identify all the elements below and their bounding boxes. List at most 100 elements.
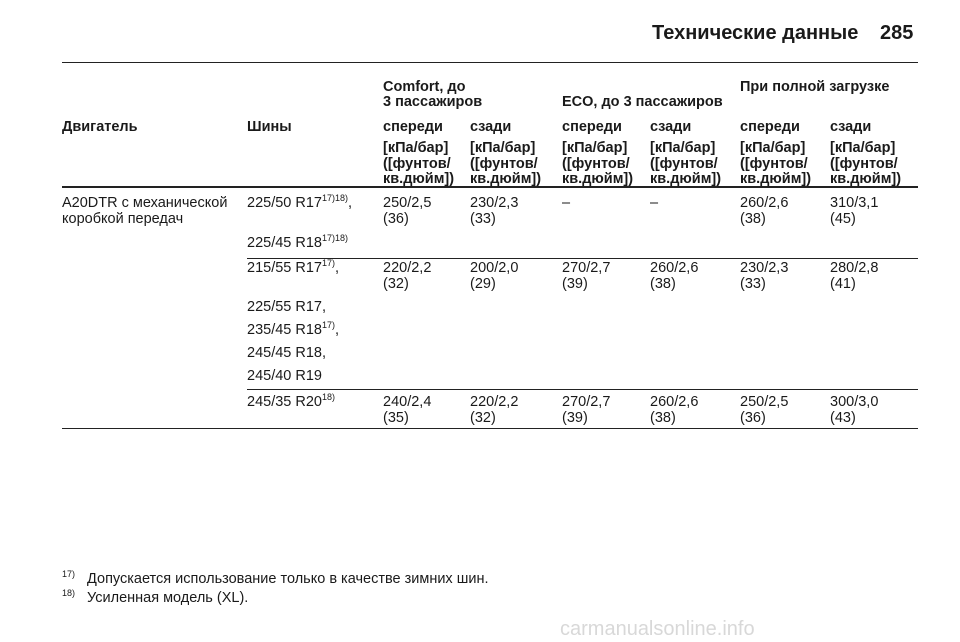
footnote-text: Допускается использование только в качес… <box>87 571 489 587</box>
pressure-value: – <box>650 195 659 211</box>
rule <box>247 389 918 390</box>
rule <box>62 428 918 429</box>
pressure-psi: (38) <box>650 276 676 292</box>
unit-label: кв.дюйм]) <box>830 171 902 187</box>
unit-label: ([фунтов/ <box>383 155 451 172</box>
page-number: 285 <box>880 22 914 44</box>
pressure-psi: (39) <box>562 410 588 426</box>
tire-size: 225/50 R1717)18), <box>247 193 353 212</box>
group-header: 3 пассажиров <box>383 94 483 110</box>
unit-label: [кПа/бар] <box>383 140 449 156</box>
page-title: Технические данные <box>652 22 859 44</box>
pressure-value: 250/2,5 <box>740 394 789 410</box>
pressure-value: 220/2,2 <box>383 260 432 276</box>
pressure-psi: (32) <box>383 276 409 292</box>
footnote-mark: 18) <box>62 588 76 598</box>
footnote-ref: 18) <box>321 392 335 402</box>
unit-label: [кПа/бар] <box>650 140 716 156</box>
unit-label: кв.дюйм]) <box>470 171 542 187</box>
rule <box>247 258 918 259</box>
pressure-value: 240/2,4 <box>383 394 432 410</box>
group-header: ECO, до 3 пассажиров <box>562 94 723 110</box>
footnote-mark: 17) <box>62 569 76 579</box>
unit-label: [кПа/бар] <box>830 140 896 156</box>
pressure-psi: (33) <box>740 276 766 292</box>
pressure-psi: (29) <box>470 276 496 292</box>
tire-size: 245/45 R18, <box>247 345 326 361</box>
tire-text: 225/55 R17, <box>247 299 327 315</box>
pressure-psi: (36) <box>740 410 766 426</box>
footnote-text: Усиленная модель (XL). <box>87 590 249 606</box>
footnote-ref: 17) <box>321 258 335 268</box>
engine: коробкой передач <box>62 211 184 227</box>
unit-label: ([фунтов/ <box>830 155 898 172</box>
tire-size: 225/55 R17, <box>247 299 326 315</box>
pressure-value: – <box>562 195 571 211</box>
unit-label: [кПа/бар] <box>562 140 628 156</box>
column-header: сзади <box>830 119 872 135</box>
rule <box>62 62 918 63</box>
pressure-psi: (35) <box>383 410 409 426</box>
footnote-ref: 17) <box>321 320 335 330</box>
pressure-psi: (38) <box>740 211 766 227</box>
tire-size: 235/45 R1817), <box>247 320 339 339</box>
pressure-psi: (38) <box>650 410 676 426</box>
pressure-psi: (33) <box>470 211 496 227</box>
tire-text: 215/55 R17 <box>247 260 322 276</box>
unit-label: кв.дюйм]) <box>650 171 722 187</box>
footnote: 18) Усиленная модель (XL). <box>62 588 249 607</box>
unit-label: ([фунтов/ <box>740 155 808 172</box>
column-header: сзади <box>650 119 692 135</box>
column-header: Двигатель <box>62 119 138 135</box>
footnote-ref: 17)18) <box>321 233 348 243</box>
unit-label: кв.дюйм]) <box>383 171 455 187</box>
unit-label: ([фунтов/ <box>562 155 630 172</box>
column-header: сзади <box>470 119 512 135</box>
pressure-psi: (39) <box>562 276 588 292</box>
tire-text: 245/35 R20 <box>247 394 322 410</box>
pressure-value: 260/2,6 <box>650 260 699 276</box>
pressure-psi: (32) <box>470 410 496 426</box>
pressure-psi: (43) <box>830 410 856 426</box>
pressure-psi: (41) <box>830 276 856 292</box>
column-header: Шины <box>247 119 292 135</box>
pressure-value: 280/2,8 <box>830 260 879 276</box>
pressure-psi: (36) <box>383 211 409 227</box>
tire-text: 235/45 R18 <box>247 322 322 338</box>
pressure-value: 230/2,3 <box>740 260 789 276</box>
unit-label: [кПа/бар] <box>740 140 806 156</box>
pressure-value: 270/2,7 <box>562 260 611 276</box>
unit-label: кв.дюйм]) <box>562 171 634 187</box>
unit-label: ([фунтов/ <box>470 155 538 172</box>
pressure-value: 200/2,0 <box>470 260 519 276</box>
tire-text: 245/45 R18, <box>247 345 327 361</box>
tire-text: 225/45 R18 <box>247 235 322 251</box>
tire-text: 245/40 R19 <box>247 368 322 384</box>
column-header: спереди <box>383 119 443 135</box>
footnote: 17) Допускается использование только в ка… <box>62 569 489 588</box>
rule <box>62 186 918 188</box>
pressure-value: 250/2,5 <box>383 195 432 211</box>
column-header: спереди <box>740 119 800 135</box>
tire-size: 245/40 R19 <box>247 368 322 384</box>
tire-size: 245/35 R2018) <box>247 392 335 411</box>
tire-size: 215/55 R1717), <box>247 258 340 277</box>
pressure-value: 310/3,1 <box>830 195 879 211</box>
pressure-value: 230/2,3 <box>470 195 519 211</box>
column-header: спереди <box>562 119 622 135</box>
footnote-ref: 17)18) <box>321 193 348 203</box>
pressure-value: 270/2,7 <box>562 394 611 410</box>
pressure-psi: (45) <box>830 211 856 227</box>
pressure-value: 220/2,2 <box>470 394 519 410</box>
pressure-value: 260/2,6 <box>650 394 699 410</box>
unit-label: [кПа/бар] <box>470 140 536 156</box>
group-header: Comfort, до <box>383 79 466 95</box>
engine: A20DTR с механической <box>62 195 228 211</box>
tire-text: 225/50 R17 <box>247 195 322 211</box>
tire-tail: , <box>335 260 340 276</box>
tire-size: 225/45 R1817)18) <box>247 233 348 252</box>
watermark: carmanualsonline.info <box>560 618 755 640</box>
tire-tail: , <box>348 195 353 211</box>
pressure-value: 260/2,6 <box>740 195 789 211</box>
